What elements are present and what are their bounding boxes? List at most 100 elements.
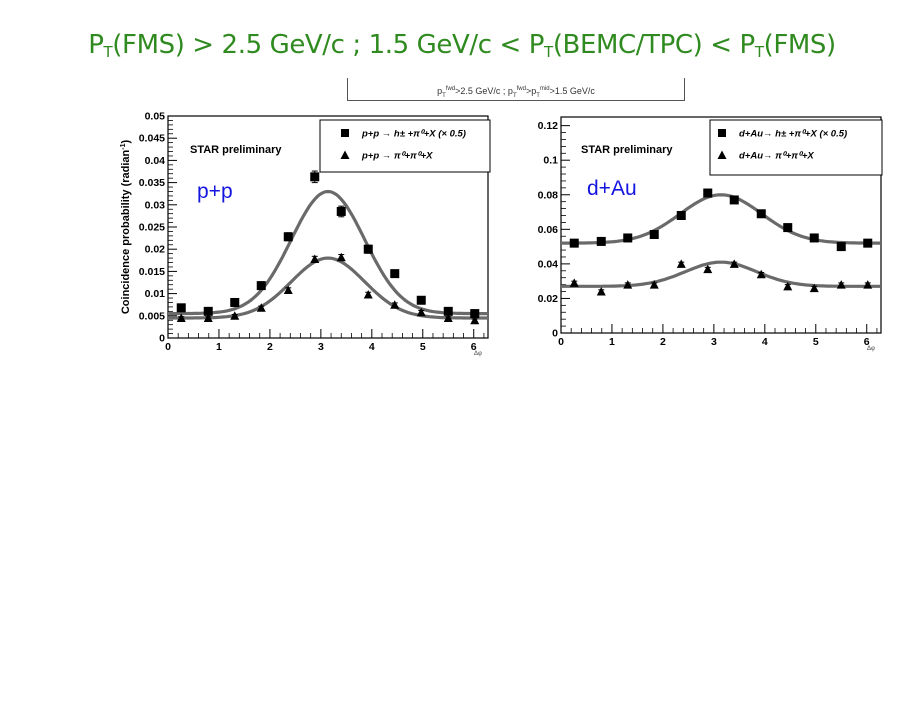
legend-box [709,119,883,176]
data-point-square [336,206,346,216]
x-tick-label: 4 [369,341,375,353]
y-tick-label: 0.04 [538,258,559,270]
data-point-square [863,238,873,248]
y-axis-label-text: Coincidence probability (radian [120,149,132,314]
cut-sup: mid [539,86,550,92]
x-tick-label: 6 [471,341,477,353]
x-tick-label: 0 [558,336,564,348]
data-point-square [390,269,400,279]
data-point-triangle [836,280,846,289]
x-tick-label: 4 [762,336,768,348]
panel-0: 0 0.005 0.01 0.015 0.02 0.025 0.03 0.035 0.04 0.0… [120,111,491,357]
y-axis-label-sup: -1 [120,143,127,149]
data-point-triangle [729,259,739,268]
y-tick-label: 0.1 [543,155,558,167]
y-tick-label: 0.02 [538,293,559,305]
data-point-triangle [756,269,766,279]
title-text: (BEMC/TPC) < P [552,30,755,60]
data-point-square [283,232,293,242]
x-tick-label: 3 [318,341,324,353]
data-point-triangle [569,278,579,287]
x-axis-label: Δφ [867,346,875,352]
cut-sub: T [442,92,446,99]
legend-entry: d+Au→ h± +π⁰+X (× 0.5) [739,129,847,140]
data-point-square [203,306,213,316]
cut-sub: T [512,92,517,99]
y-tick-label: 0.045 [139,133,165,145]
data-point-square [836,242,846,252]
data-point-square [783,223,793,233]
data-point-triangle [363,289,373,299]
data-point-triangle [443,313,453,323]
data-point-square [443,306,453,316]
x-tick-label: 1 [609,336,615,348]
y-tick-label: 0.02 [145,244,166,256]
data-point-square [703,188,713,198]
data-point-triangle [336,252,346,262]
y-tick-label: 0.04 [145,155,166,167]
x-tick-label: 5 [420,341,426,353]
data-point-square [256,281,266,291]
panel-1: 0 0.02 0.04 0.06 0.08 0.1 0.12 0 1 2 3 4 5 6Δφ STAR pr… [538,116,883,352]
cut-sub: T [536,92,540,99]
y-tick-label: 0.06 [538,224,559,236]
data-point-triangle [676,259,686,268]
data-point-square [230,297,240,307]
y-tick-label: 0 [552,328,558,340]
x-axis-label: Δφ [474,351,482,357]
data-point-triangle [470,315,480,325]
star-preliminary-label: STAR preliminary [190,144,282,156]
data-point-square [363,244,373,254]
data-point-square [176,303,186,313]
cut-sup: fwd [516,86,526,92]
legend-marker-triangle [717,150,727,159]
cut-text: >p [525,86,537,96]
data-point-square [729,195,739,205]
y-tick-label: 0.08 [538,189,559,201]
data-point-triangle [283,285,293,295]
x-tick-label: 1 [216,341,222,353]
x-tick-label: 6 [864,336,870,348]
title-subscript: T [103,43,113,61]
y-axis-label-tail: ) [120,140,132,144]
legend-marker-square [341,129,349,137]
page-title: PT(FMS) > 2.5 GeV/c ; 1.5 GeV/c < PT(BEM… [0,30,924,61]
y-tick-label: 0.015 [139,266,165,278]
data-point-triangle [390,300,400,309]
x-tick-label: 2 [660,336,666,348]
y-tick-label: 0.01 [145,288,166,300]
y-tick-label: 0.05 [145,111,166,123]
fit-curve [168,189,488,316]
data-point-triangle [783,281,793,291]
fit-curve [561,193,881,245]
y-tick-label: 0.03 [145,199,166,211]
y-tick-label: 0.12 [538,120,559,132]
data-point-square [756,209,766,219]
data-point-triangle [649,280,659,289]
plot-frame [560,116,882,334]
cut-sup: fwd [445,86,456,92]
data-point-triangle [703,264,713,274]
y-tick-label: 0.035 [139,177,165,189]
data-point-triangle [256,303,266,312]
legend-entry: p+p → π⁰+π⁰+X [361,151,433,162]
title-subscript: T [544,43,553,61]
x-tick-label: 3 [711,336,717,348]
data-point-triangle [176,313,186,323]
fit-curve [168,256,488,320]
title-text: P [88,30,104,60]
y-tick-label: 0 [159,333,165,345]
star-preliminary-label: STAR preliminary [581,144,673,156]
title-subscript: T [754,43,764,61]
data-point-triangle [863,280,873,289]
cut-text: >2.5 GeV/c ; p [455,86,513,96]
data-point-square [623,233,633,243]
kinematic-cut-label: pTfwd>2.5 GeV/c ; pTfwd>pTmid>1.5 GeV/c [347,78,685,101]
data-point-triangle [809,283,819,293]
data-point-triangle [203,313,213,323]
x-tick-label: 0 [165,341,171,353]
y-tick-label: 0.005 [139,310,165,322]
data-point-square [569,238,579,248]
data-point-square [416,295,426,305]
fit-curve [561,260,881,288]
